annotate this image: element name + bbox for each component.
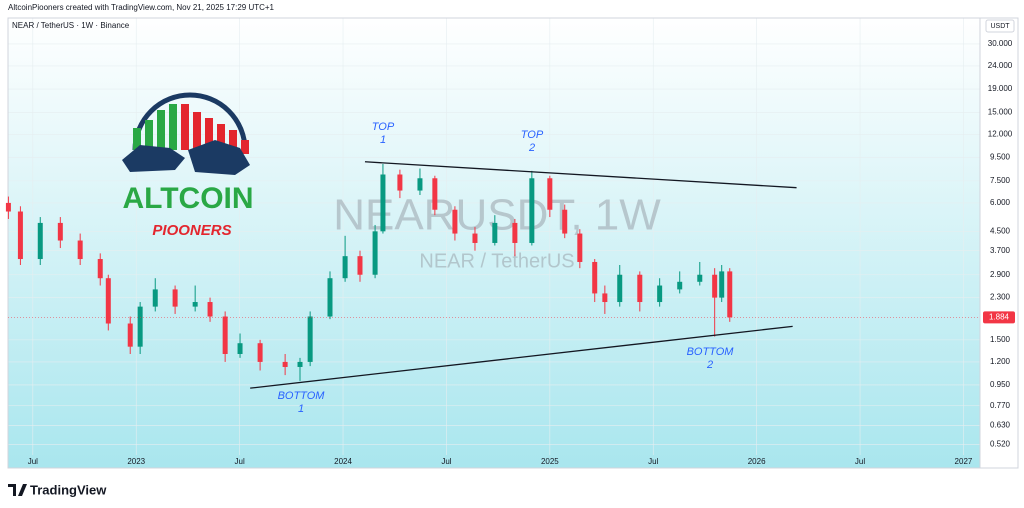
- candle-body: [452, 209, 458, 234]
- y-tick-label: 12.000: [988, 130, 1013, 139]
- y-tick-label: 2.900: [990, 270, 1011, 279]
- candle-body: [5, 202, 11, 212]
- y-tick-label: 1.200: [990, 357, 1011, 366]
- trendline: [364, 161, 797, 189]
- y-tick-label: 6.000: [990, 198, 1011, 207]
- logo: ALTCOIN PIOONERS: [122, 92, 254, 239]
- candle-body: [37, 222, 43, 260]
- candle-body: [127, 323, 133, 347]
- candle-body: [342, 256, 348, 279]
- candle-body: [547, 178, 553, 210]
- x-tick-label: 2027: [955, 457, 973, 466]
- candle-body: [97, 259, 103, 279]
- annotation: TOP: [521, 129, 544, 141]
- y-tick-label: 2.300: [990, 293, 1011, 302]
- candle-body: [77, 240, 83, 260]
- candle-body: [562, 209, 568, 234]
- y-tick-label: 1.500: [990, 335, 1011, 344]
- candle-body: [592, 261, 598, 294]
- candle-body: [677, 281, 683, 290]
- candle-body: [417, 178, 423, 191]
- last-price-box: [983, 311, 1015, 324]
- candle-body: [222, 316, 228, 355]
- candle-body: [637, 274, 643, 303]
- candle-body: [105, 278, 111, 324]
- candle-body: [152, 289, 158, 307]
- credit: AltcoinPiooners created with TradingView…: [8, 3, 275, 12]
- candle-body: [602, 293, 608, 303]
- x-tick-label: 2024: [334, 457, 352, 466]
- y-tick-label: 0.520: [990, 440, 1011, 449]
- x-tick-label: Jul: [648, 457, 658, 466]
- x-tick-label: 2026: [748, 457, 766, 466]
- candle-body: [282, 361, 288, 367]
- annotation: TOP: [372, 121, 395, 133]
- candle-body: [327, 278, 333, 317]
- candle-body: [207, 302, 213, 317]
- candle-body: [492, 222, 498, 243]
- annotation-sub: 2: [706, 359, 713, 371]
- candle-body: [397, 174, 403, 191]
- last-price-label: 1.884: [989, 312, 1010, 321]
- candle-body: [192, 302, 198, 307]
- y-tick-label: 0.770: [990, 401, 1011, 410]
- candle-body: [617, 274, 623, 303]
- candle-body: [237, 343, 243, 355]
- candle-body: [719, 271, 725, 298]
- watermark-subtitle: NEAR / TetherUS: [419, 250, 574, 272]
- candle-body: [472, 233, 478, 243]
- y-tick-label: 0.630: [990, 421, 1011, 430]
- candle-body: [17, 211, 23, 260]
- candle-body: [697, 274, 703, 282]
- x-tick-label: 2025: [541, 457, 559, 466]
- x-tick-label: Jul: [441, 457, 451, 466]
- x-tick-label: Jul: [855, 457, 865, 466]
- candle-body: [380, 174, 386, 232]
- candle-body: [257, 343, 263, 362]
- symbol: NEAR / TetherUS · 1W · Binance: [12, 21, 130, 30]
- candle-body: [307, 316, 313, 362]
- frame: [7, 17, 1019, 469]
- footer: TradingView: [8, 482, 107, 497]
- y-tick-label: 9.500: [990, 153, 1011, 162]
- annotation-sub: 2: [528, 142, 535, 154]
- y-tick-label: 30.000: [988, 39, 1013, 48]
- candle-body: [712, 274, 718, 298]
- x-tick-label: 2023: [127, 457, 145, 466]
- x-tick-label: Jul: [28, 457, 38, 466]
- candle-body: [529, 178, 535, 243]
- plot-bg: [8, 18, 980, 468]
- annotation-sub: 1: [298, 403, 304, 415]
- currency: USDT: [990, 23, 1010, 30]
- y-tick-label: 4.500: [990, 226, 1011, 235]
- y-tick-label: 19.000: [988, 84, 1013, 93]
- candle-body: [357, 256, 363, 275]
- x-tick-label: Jul: [235, 457, 245, 466]
- candle-body: [172, 289, 178, 307]
- candle-body: [727, 271, 733, 318]
- annotation: BOTTOM: [278, 390, 326, 402]
- y-tick-label: 7.500: [990, 176, 1011, 185]
- candle-body: [657, 285, 663, 303]
- annotation: BOTTOM: [687, 346, 735, 358]
- logo-subtitle: PIOONERS: [152, 222, 231, 239]
- y-tick-label: 15.000: [988, 108, 1013, 117]
- candle-body: [297, 361, 303, 367]
- logo-title: ALTCOIN: [122, 182, 253, 215]
- y-tick-label: 3.700: [990, 246, 1011, 255]
- y-tick-label: 0.950: [990, 380, 1011, 389]
- footer-brand: TradingView: [30, 482, 107, 497]
- candle-body: [57, 222, 63, 241]
- y-tick-label: 24.000: [988, 61, 1013, 70]
- candle-body: [137, 306, 143, 347]
- currency-box: [985, 19, 1015, 33]
- trendline: [250, 325, 793, 389]
- annotation-sub: 1: [380, 134, 386, 146]
- candle-body: [432, 178, 438, 210]
- candle-body: [512, 222, 518, 243]
- candle-body: [577, 233, 583, 262]
- candle-body: [372, 231, 378, 275]
